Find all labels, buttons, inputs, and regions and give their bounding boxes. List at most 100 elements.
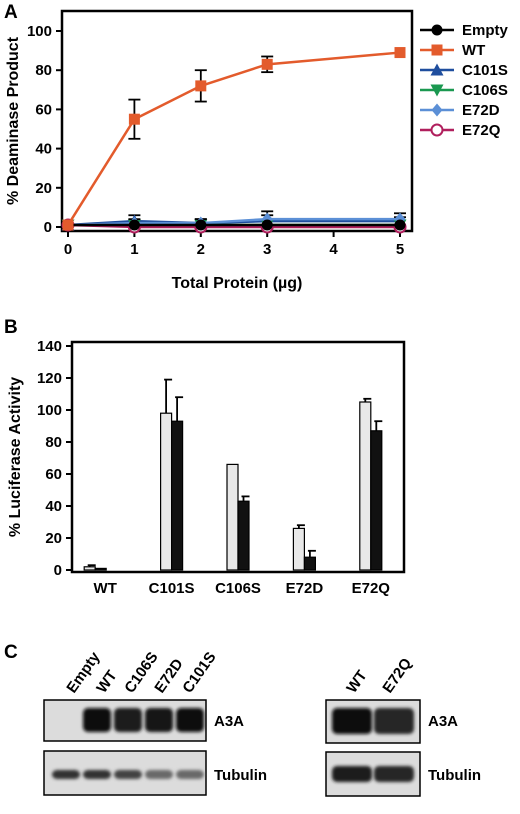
bar [83,566,96,571]
band [145,770,173,779]
data-point [128,113,140,125]
chart-a-frame [60,9,414,233]
legend-item-wt: WT [420,42,485,59]
y-tick-label: 100 [27,23,52,40]
bar [94,567,107,571]
blot-left-row-label-a3a: A3A [214,713,244,730]
y-tick-label: 60 [35,101,52,118]
legend-item-empty: Empty [420,22,509,39]
category-label: E72D [286,580,324,597]
series-empty [62,219,406,231]
chart-b-bars: WT C101S C106S E72D E72Q [83,378,391,597]
y-tick-label: 0 [54,562,62,579]
panel-letter-a: A [4,2,18,23]
category-label: C106S [215,580,261,597]
bar [237,500,250,571]
y-tick-label: 80 [45,434,62,451]
bar-group-e72q: E72Q [352,397,391,597]
bar [359,401,372,571]
bar [292,527,305,571]
chart-a: 0 1 2 3 4 5 0 20 40 60 80 100 Total Protein (µg) % … [5,9,509,292]
legend-marker [431,103,443,117]
bar-group-c106s: C106S [215,463,261,597]
bar [226,463,239,571]
band [83,708,111,732]
y-tick-label: 20 [45,530,62,547]
bar [171,420,184,571]
legend-label: C106S [462,82,508,99]
bar-group-e72d: E72D [286,524,324,597]
y-tick-label: 0 [44,219,52,236]
data-point [261,58,273,70]
legend-marker [430,123,444,137]
data-point [394,219,406,231]
x-tick-label: 3 [263,241,271,258]
y-tick-label: 80 [35,62,52,79]
x-tick-label: 0 [64,241,72,258]
x-tick-label: 4 [329,241,338,258]
y-tick-label: 40 [35,141,52,158]
blot-right-bands [332,708,414,782]
lane-label-wt: WT [343,667,370,696]
lane-label-c101s: C101S [179,649,219,696]
band [176,708,204,732]
legend-label: WT [462,42,485,59]
band [145,708,173,732]
legend-label: Empty [462,22,509,39]
category-label: WT [94,580,117,597]
x-tick-label: 1 [130,241,138,258]
legend-item-c101s: C101S [420,62,508,79]
legend-label: E72Q [462,122,501,139]
category-label: E72Q [352,580,391,597]
band [52,770,80,779]
data-point [394,47,406,59]
chart-a-ticks: 0 1 2 3 4 5 0 20 40 60 80 100 [27,23,404,258]
blot-right-row-label-a3a: A3A [428,713,458,730]
legend-item-e72d: E72D [420,102,500,119]
blot-left-bands [52,708,204,779]
legend-label: E72D [462,102,500,119]
legend-item-e72q: E72Q [420,122,501,139]
legend-marker [430,84,444,97]
chart-a-ylabel: % Deaminase Product [5,36,22,205]
x-tick-label: 5 [396,241,404,258]
legend-item-c106s: C106S [420,82,508,99]
band [114,708,142,732]
chart-a-legend: Empty WT C101S C106S E72D E72Q [420,22,509,139]
lane-label-wt: WT [93,667,120,696]
band [114,770,142,779]
blot-right-lane-labels: WT E72Q [343,655,415,696]
legend-marker [431,24,443,36]
chart-b-frame [70,340,406,574]
panel-letter-b: B [4,317,18,338]
panel-letter-c: C [4,642,18,663]
bar [160,412,173,571]
data-point [195,80,207,92]
blot-right-row-label-tubulin: Tubulin [428,767,481,784]
bar [370,430,383,571]
bar-group-wt: WT [83,564,117,597]
series-line [66,51,401,226]
chart-a-xlabel: Total Protein (µg) [172,275,303,292]
bar [303,556,316,571]
data-point [261,219,273,231]
category-label: C101S [149,580,195,597]
blot-right: WT E72Q A3A Tubulin [325,655,481,797]
y-tick-label: 120 [37,370,62,387]
legend-label: C101S [462,62,508,79]
data-point [128,219,140,231]
y-tick-label: 100 [37,402,62,419]
legend-marker [430,63,444,76]
band [176,770,204,779]
y-tick-label: 60 [45,466,62,483]
band [374,766,414,782]
band [332,708,372,734]
y-tick-label: 20 [35,180,52,197]
lane-label-e72q: E72Q [379,655,415,696]
band [83,770,111,779]
y-tick-label: 140 [37,338,62,355]
